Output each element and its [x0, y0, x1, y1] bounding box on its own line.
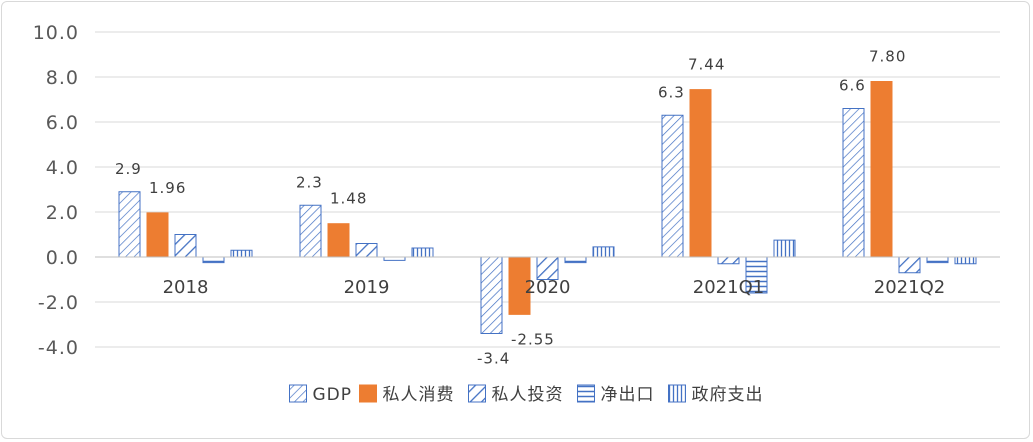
y-tick-label: -2.0 — [38, 292, 79, 314]
legend-item-GDP: GDP — [289, 384, 353, 405]
bar-净出口-2018 — [202, 256, 225, 264]
legend-swatch — [289, 384, 307, 403]
legend-label: 私人投资 — [492, 385, 564, 405]
bar-政府支出-2018 — [230, 249, 253, 258]
bar-GDP-2018 — [118, 191, 141, 258]
legend-item-私人投资: 私人投资 — [468, 384, 564, 405]
y-tick-label: -4.0 — [38, 337, 79, 359]
category-label: 2019 — [344, 277, 390, 298]
legend-swatch — [359, 384, 377, 403]
bar-私人消费-2021Q2 — [870, 81, 893, 258]
category-label: 2021Q2 — [874, 277, 945, 298]
x-axis-category-labels: 2018 2019 2020 2021Q1 2021Q2 — [163, 277, 946, 298]
bar-净出口-2021Q2 — [926, 256, 949, 264]
bar-GDP-2020 — [480, 256, 503, 334]
bar-政府支出-2019 — [411, 247, 434, 258]
bar-政府支出-2021Q2 — [954, 256, 977, 265]
y-tick-label: 6.0 — [46, 112, 79, 134]
data-label: 2.9 — [115, 160, 142, 178]
legend-label: 私人消费 — [383, 385, 455, 405]
y-tick-label: 10.0 — [33, 22, 79, 44]
data-label: 2.3 — [296, 173, 323, 191]
category-label: 2018 — [163, 277, 209, 298]
data-labels: 2.9 1.96 2.3 1.48 -3.4-2.55 6.37.44 6.67.80 — [115, 48, 906, 368]
data-label: 6.6 — [839, 77, 866, 95]
y-tick-label: 0.0 — [46, 247, 79, 269]
bar-私人消费-2019 — [327, 223, 350, 258]
bar-净出口-2020 — [564, 256, 587, 264]
data-label: 7.44 — [688, 56, 725, 74]
bar-私人投资-2021Q2 — [898, 256, 921, 274]
bar-私人投资-2021Q1 — [717, 256, 740, 265]
y-axis-tick-labels: 10.0 8.0 6.0 4.0 2.0 0.0 -2.0 -4.0 — [33, 22, 79, 359]
legend-item-净出口: 净出口 — [577, 384, 655, 405]
bar-私人投资-2018 — [174, 234, 197, 258]
legend-swatch — [577, 384, 595, 403]
legend-label: GDP — [313, 385, 353, 405]
data-label: 1.96 — [149, 179, 186, 197]
data-label: 6.3 — [658, 83, 685, 101]
bar-政府支出-2021Q1 — [773, 239, 796, 258]
bar-私人投资-2019 — [355, 243, 378, 258]
data-label: -3.4 — [477, 350, 510, 368]
legend-label: 净出口 — [601, 385, 655, 405]
bar-净出口-2019 — [383, 256, 406, 261]
y-tick-label: 4.0 — [46, 157, 79, 179]
legend-swatch — [468, 384, 486, 403]
category-label: 2021Q1 — [693, 277, 764, 298]
legend-item-私人消费: 私人消费 — [359, 384, 455, 405]
bar-私人消费-2021Q1 — [689, 89, 712, 258]
data-label: 7.80 — [869, 48, 906, 66]
legend-label: 政府支出 — [692, 385, 764, 405]
bar-私人消费-2018 — [146, 212, 169, 258]
bar-GDP-2021Q2 — [842, 108, 865, 258]
bars — [118, 81, 977, 334]
bar-GDP-2019 — [299, 204, 322, 258]
legend: GDP 私人消费 私人投资 净出口 政府支出 — [289, 384, 764, 405]
data-label: 1.48 — [330, 190, 367, 208]
bar-政府支出-2020 — [592, 246, 615, 258]
category-label: 2020 — [525, 277, 571, 298]
legend-item-政府支出: 政府支出 — [668, 384, 764, 405]
y-tick-label: 2.0 — [46, 202, 79, 224]
data-label: -2.55 — [511, 330, 555, 348]
bar-GDP-2021Q1 — [661, 114, 684, 258]
legend-swatch — [668, 384, 686, 403]
gridlines — [95, 31, 1000, 348]
y-tick-label: 8.0 — [46, 67, 79, 89]
